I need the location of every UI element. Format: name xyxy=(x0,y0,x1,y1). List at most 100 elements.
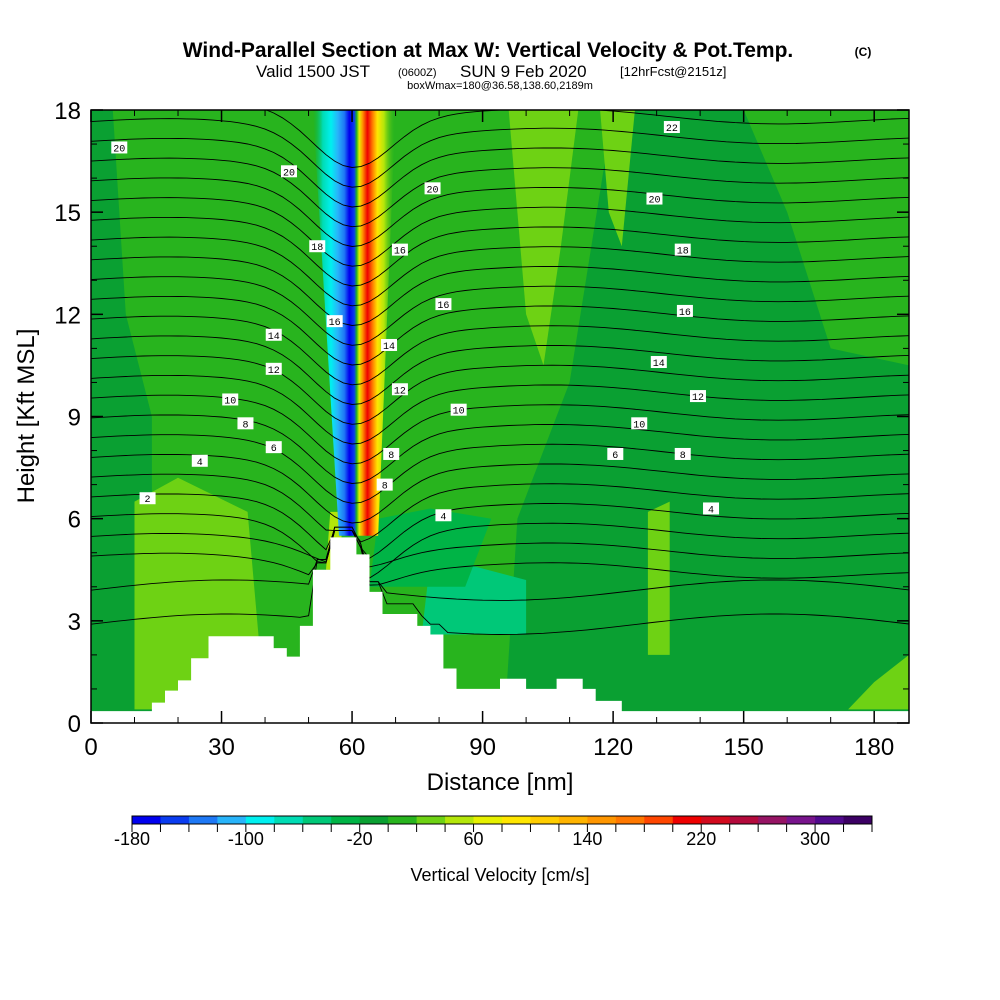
colorbar-swatch xyxy=(331,816,361,824)
y-tick-label: 12 xyxy=(54,302,81,329)
colorbar-swatch xyxy=(786,816,816,824)
theta-label-text: 16 xyxy=(329,318,341,329)
colorbar-swatch xyxy=(359,816,389,824)
theta-label-text: 16 xyxy=(394,247,406,258)
colorbar-tick-label: -180 xyxy=(114,829,150,849)
theta-contour xyxy=(91,315,909,386)
theta-label-text: 4 xyxy=(708,505,714,516)
theta-label: 8 xyxy=(674,447,691,462)
theta-label-box xyxy=(689,390,706,403)
colorbar-swatch xyxy=(558,816,588,824)
colorbar-tick-label: 140 xyxy=(572,829,602,849)
y-tick-label: 3 xyxy=(68,609,81,636)
theta-label: 6 xyxy=(265,441,282,455)
theta-label: 8 xyxy=(376,478,393,493)
x-tick-label: 120 xyxy=(593,734,633,761)
theta-label-box xyxy=(631,417,648,430)
theta-label-box xyxy=(265,441,282,454)
theta-label-text: 12 xyxy=(394,386,406,397)
plot-area: 20 20 20 22 20 18 16 18 16 16 16 14 14 14 12 12 12 10 10 10… xyxy=(91,110,909,723)
theta-labels: 20 20 20 22 20 18 16 18 16 16 16 14 14 14 12 12 12 10 10 10… xyxy=(111,121,720,523)
theta-contour xyxy=(91,216,909,287)
x-axis-label: Distance [nm] xyxy=(427,769,574,796)
box-info: boxWmax=180@36.58,138.60,2189m xyxy=(407,80,593,92)
theta-label-box xyxy=(326,315,343,328)
theta-label: 12 xyxy=(689,390,706,404)
theta-label-box xyxy=(674,243,691,256)
theta-label-box xyxy=(191,454,208,467)
theta-label: 12 xyxy=(265,362,282,377)
theta-contours xyxy=(91,110,909,635)
theta-label: 20 xyxy=(424,182,441,196)
theta-label-box xyxy=(424,182,441,195)
theta-label-box xyxy=(280,165,297,178)
theta-contour xyxy=(91,295,909,366)
theta-label-text: 22 xyxy=(666,124,678,135)
colorbar-swatch xyxy=(672,816,702,824)
x-axis: 0 30 60 90 120 150 180 xyxy=(84,110,894,761)
theta-label-text: 14 xyxy=(268,332,280,343)
theta-label: 16 xyxy=(326,315,343,329)
theta-label-text: 4 xyxy=(197,458,203,469)
colorbar-swatch xyxy=(416,816,446,824)
theta-contour xyxy=(91,177,909,247)
colorbar-tick-label: 300 xyxy=(800,829,830,849)
colorbar-tick-label: -100 xyxy=(228,829,264,849)
theta-contour xyxy=(265,110,909,168)
theta-label-text: 20 xyxy=(283,168,295,179)
colorbar-swatch xyxy=(615,816,645,824)
valid-time-prefix: Valid 1500 JST xyxy=(256,62,370,81)
theta-label-box xyxy=(222,393,239,406)
colorbar: -180 -100 -20 60 140 220 300 xyxy=(114,815,873,849)
y-axis-label: Height [Kft MSL] xyxy=(13,329,40,504)
theta-contour xyxy=(91,276,909,346)
theta-label: 8 xyxy=(383,447,400,462)
theta-label-text: 14 xyxy=(383,342,395,353)
colorbar-swatch xyxy=(644,816,674,824)
theta-label-box xyxy=(383,447,400,460)
y-tick-label: 9 xyxy=(68,405,81,432)
theta-label: 20 xyxy=(280,165,297,179)
theta-label-text: 12 xyxy=(692,393,704,404)
colorbar-label: Vertical Velocity [cm/s] xyxy=(410,865,589,885)
x-tick-label: 0 xyxy=(84,734,97,761)
colorbar-tick-label: -20 xyxy=(347,829,373,849)
x-tick-label: 30 xyxy=(208,734,235,761)
theta-contour xyxy=(91,197,909,267)
colorbar-tick-label: 220 xyxy=(686,829,716,849)
theta-contour xyxy=(91,453,909,524)
colorbar-swatch xyxy=(217,816,247,824)
theta-contour xyxy=(91,473,909,543)
theta-label-box xyxy=(376,478,393,491)
theta-label: 4 xyxy=(191,454,208,469)
colorbar-swatch xyxy=(502,816,531,824)
theta-label-box xyxy=(646,192,663,205)
theta-label-text: 4 xyxy=(440,512,446,523)
theta-label-box xyxy=(674,447,691,460)
theta-label: 16 xyxy=(391,243,408,258)
theta-label-text: 20 xyxy=(113,144,125,155)
theta-label-box xyxy=(450,403,467,416)
forecast-info: [12hrFcst@2151z] xyxy=(620,64,726,79)
theta-contour xyxy=(91,137,909,208)
theta-label-box xyxy=(435,509,452,522)
colorbar-swatch xyxy=(815,816,844,824)
colorbar-swatch xyxy=(388,816,418,824)
y-axis: 0 3 6 9 12 15 18 xyxy=(54,98,909,738)
theta-label-text: 8 xyxy=(242,420,248,431)
theta-label-text: 8 xyxy=(382,482,388,493)
theta-contour xyxy=(91,414,909,484)
theta-contour xyxy=(91,530,909,568)
copyright-mark: (C) xyxy=(855,45,872,59)
colorbar-swatch xyxy=(729,816,759,824)
theta-label: 18 xyxy=(309,240,326,254)
theta-label-box xyxy=(265,362,282,375)
theta-label-box xyxy=(703,502,720,515)
valid-time-utc: (0600Z) xyxy=(398,67,437,79)
theta-label-text: 10 xyxy=(453,407,465,418)
colorbar-swatch xyxy=(188,816,218,824)
theta-label: 14 xyxy=(265,328,282,343)
theta-label-box xyxy=(676,304,693,317)
theta-label-box xyxy=(237,417,254,430)
lift-streak-5 xyxy=(848,654,909,710)
